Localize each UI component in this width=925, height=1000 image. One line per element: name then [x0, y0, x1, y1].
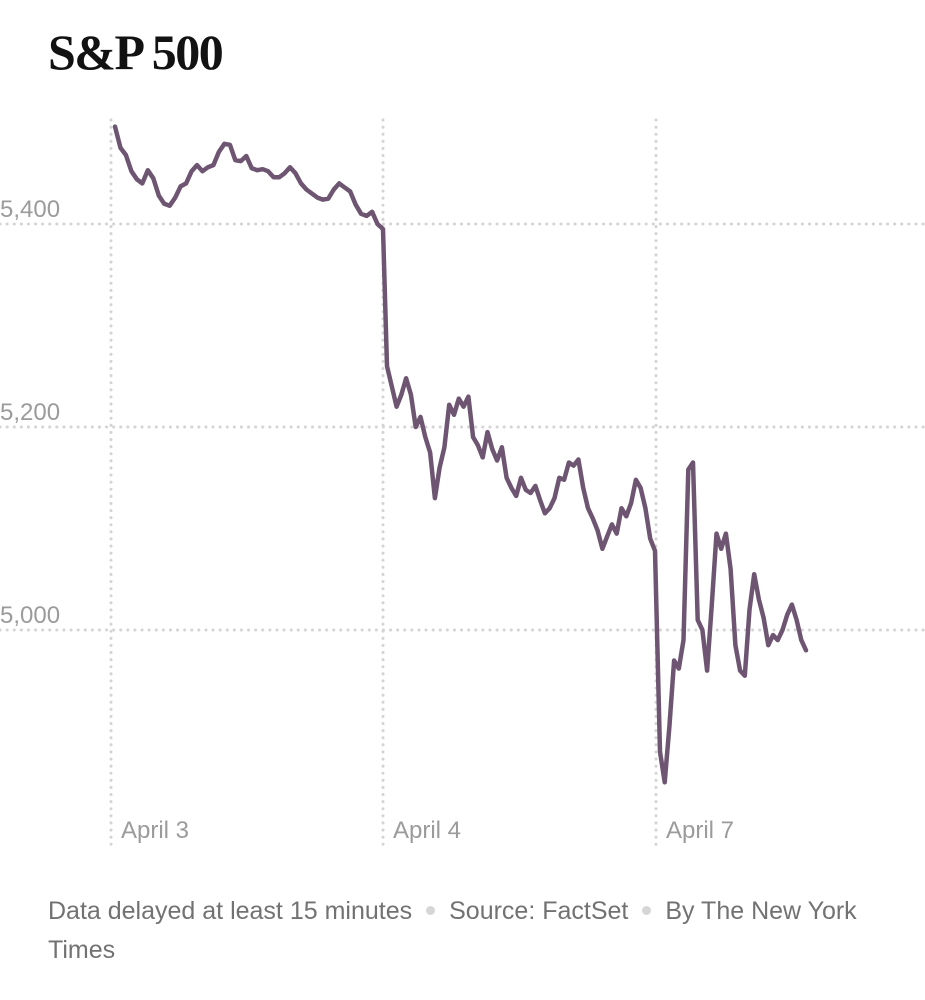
grid-lines	[0, 118, 925, 847]
line-chart: 5,000 5,200 5,400 April 3 April 4 April 7	[0, 118, 925, 847]
source-note: Source: FactSet	[449, 897, 629, 925]
separator-dot	[426, 906, 436, 915]
y-tick-label: 5,200	[0, 399, 60, 426]
chart-footer: Data delayed at least 15 minutes Source: …	[48, 892, 908, 970]
tick-labels: 5,000 5,200 5,400 April 3 April 4 April 7	[0, 196, 734, 844]
chart-title: S&P 500	[48, 24, 224, 80]
y-tick-label: 5,000	[0, 602, 60, 629]
x-tick-label: April 7	[666, 817, 734, 844]
data-delay-note: Data delayed at least 15 minutes	[48, 897, 413, 925]
x-tick-label: April 3	[121, 817, 189, 844]
byline: By The New York Times	[48, 897, 857, 964]
x-tick-label: April 4	[393, 817, 461, 844]
series-line-group	[112, 124, 809, 785]
y-tick-label: 5,400	[0, 196, 60, 223]
sp500-price-line	[112, 124, 809, 785]
separator-dot	[642, 906, 652, 915]
